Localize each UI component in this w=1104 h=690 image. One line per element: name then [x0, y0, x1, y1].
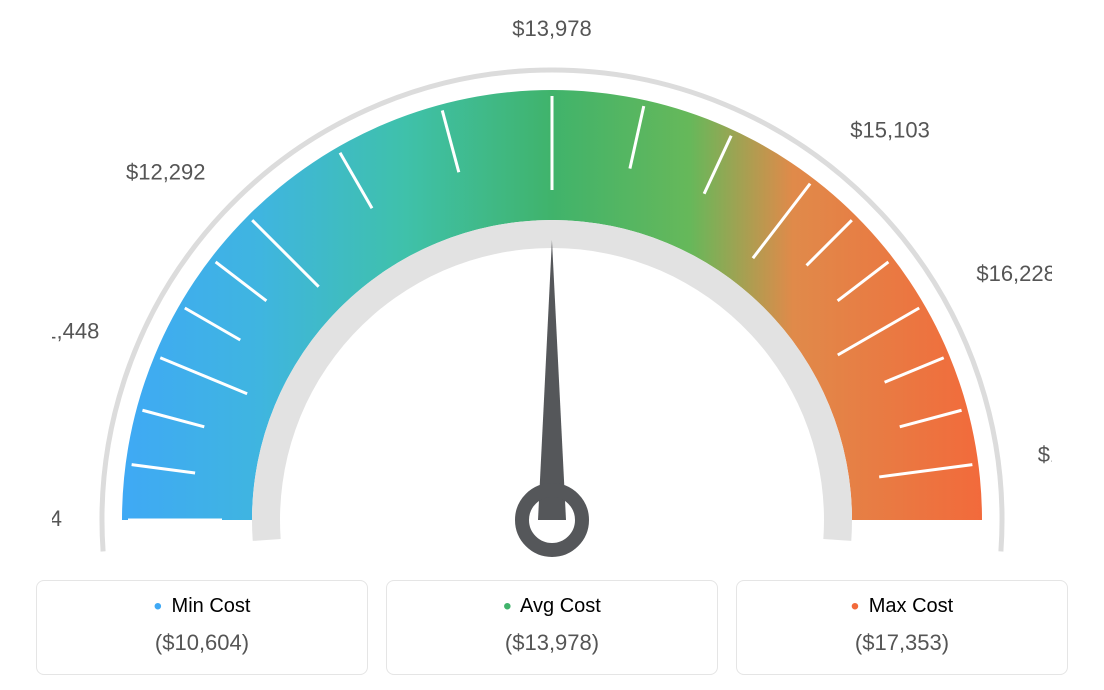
gauge-svg: $10,604 $11,448 $12,292 $13,978 $15,103 $16,2…: [52, 20, 1052, 580]
max-cost-card: • Max Cost ($17,353): [736, 580, 1068, 675]
avg-cost-label: • Avg Cost: [387, 595, 717, 618]
svg-text:$10,604: $10,604: [52, 506, 62, 531]
svg-text:$13,978: $13,978: [512, 20, 592, 41]
summary-cards: • Min Cost ($10,604) • Avg Cost ($13,978…: [36, 580, 1068, 675]
min-cost-value: ($10,604): [37, 630, 367, 656]
cost-gauge: $10,604 $11,448 $12,292 $13,978 $15,103 $16,2…: [0, 0, 1104, 560]
svg-text:$12,292: $12,292: [126, 160, 206, 185]
avg-cost-value: ($13,978): [387, 630, 717, 656]
avg-cost-label-text: Avg Cost: [520, 595, 601, 617]
max-cost-label-text: Max Cost: [869, 595, 953, 617]
svg-text:$17,353: $17,353: [1038, 442, 1052, 467]
min-cost-card: • Min Cost ($10,604): [36, 580, 368, 675]
min-cost-label-text: Min Cost: [172, 595, 251, 617]
max-cost-label: • Max Cost: [737, 595, 1067, 618]
svg-text:$11,448: $11,448: [52, 318, 99, 343]
max-cost-value: ($17,353): [737, 630, 1067, 656]
min-cost-label: • Min Cost: [37, 595, 367, 618]
svg-text:$15,103: $15,103: [850, 117, 930, 142]
svg-text:$16,228: $16,228: [976, 261, 1052, 286]
avg-cost-card: • Avg Cost ($13,978): [386, 580, 718, 675]
